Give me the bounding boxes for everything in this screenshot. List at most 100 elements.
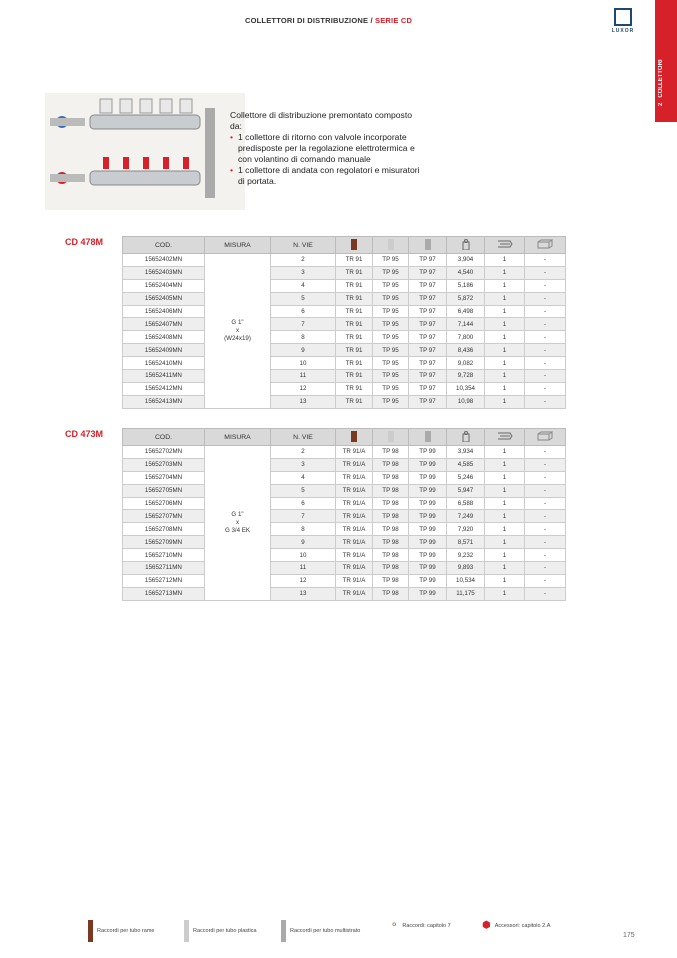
cell: 4,585 [446, 457, 485, 472]
cell: TP 98 [372, 457, 409, 472]
product-table: COD. MISURA N. VIE 15652402MN G 1" x (W24x19) 2… [122, 236, 566, 409]
cell: TP 99 [408, 561, 447, 575]
cell: 2 [270, 445, 336, 459]
cell: 1 [484, 343, 525, 358]
cell: TR 91/A [335, 586, 373, 601]
legend-multilayer: Raccordi per tubo multistrato [281, 920, 360, 942]
cell: TR 91/A [335, 483, 373, 498]
cell: 5,246 [446, 470, 485, 485]
cell: - [524, 253, 566, 267]
copper-fitting-icon [335, 236, 373, 254]
cell: - [524, 265, 566, 280]
product-code: 15652411MN [122, 369, 205, 383]
cell: - [524, 573, 566, 588]
cell: 4 [270, 278, 336, 293]
multilayer-fitting-icon [408, 428, 447, 446]
cell: 10 [270, 548, 336, 563]
cell: TP 95 [372, 356, 409, 371]
cell: 6,498 [446, 304, 485, 319]
cell: 7,800 [446, 330, 485, 345]
cell: TP 98 [372, 535, 409, 550]
table-row: 15652402MN G 1" x (W24x19) 2 TR 91 TP 95 TP 97 3… [122, 253, 566, 409]
rings-icon: ⚬ [390, 920, 399, 931]
product-code: 15652702MN [122, 445, 205, 459]
chapter-tab[interactable]: 2 COLLETTORI [655, 0, 677, 122]
cell: 1 [484, 535, 525, 550]
cell: 1 [484, 470, 525, 485]
table-row: 15652404MN 4 TR 91 TP 95 TP 97 5,186 1- [122, 278, 566, 293]
product-code: 15652412MN [122, 381, 205, 396]
table-row: 15652409MN 9 TR 91 TP 95 TP 97 8,436 1- [122, 343, 566, 358]
misura-line: G 1" [231, 510, 244, 518]
cell: - [524, 304, 566, 319]
cell: 9 [270, 343, 336, 358]
cell: TP 99 [408, 586, 447, 601]
cell: 1 [484, 304, 525, 319]
product-code: 15652705MN [122, 483, 205, 498]
cell: TP 97 [408, 317, 447, 332]
cell: 9 [270, 535, 336, 550]
cell: 10,534 [446, 573, 485, 588]
cell: 12 [270, 381, 336, 396]
cell: TR 91 [335, 369, 373, 383]
carton-icon [524, 428, 566, 446]
table-row: 15652713MN 13 TR 91/A TP 98 TP 99 11,175 1- [122, 586, 566, 601]
table-row: 15652411MN 11 TR 91 TP 95 TP 97 9,728 1- [122, 369, 566, 383]
cell: TR 91 [335, 343, 373, 358]
page-header: COLLETTORI DI DISTRIBUZIONE / SERIE CD [245, 16, 412, 25]
cell: TR 91/A [335, 496, 373, 511]
misura-cell: G 1" x (W24x19) [204, 253, 271, 409]
cell: TR 91 [335, 278, 373, 293]
cell: 4 [270, 470, 336, 485]
cell: TP 98 [372, 548, 409, 563]
cell: 3 [270, 265, 336, 280]
cell: TP 95 [372, 265, 409, 280]
cell: TP 97 [408, 330, 447, 345]
product-photo [45, 93, 245, 210]
table-row: 15652407MN 7 TR 91 TP 95 TP 97 7,144 1- [122, 317, 566, 332]
misura-line: x [235, 518, 240, 526]
cell: 1 [484, 483, 525, 498]
cell: 8 [270, 522, 336, 537]
cell: - [524, 343, 566, 358]
cell: TR 91 [335, 304, 373, 319]
product-code: 15652707MN [122, 509, 205, 524]
cell: TP 97 [408, 265, 447, 280]
cell: TP 98 [372, 586, 409, 601]
cell: - [524, 278, 566, 293]
table-row: 15652408MN 8 TR 91 TP 95 TP 97 7,800 1- [122, 330, 566, 345]
cell: 2 [270, 253, 336, 267]
cell: 1 [484, 548, 525, 563]
cell: 7,920 [446, 522, 485, 537]
table-row: 15652406MN 6 TR 91 TP 95 TP 97 6,498 1- [122, 304, 566, 319]
cell: 9,728 [446, 369, 485, 383]
cell: - [524, 496, 566, 511]
cell: 8,436 [446, 343, 485, 358]
cell: TP 97 [408, 381, 447, 396]
cell: 1 [484, 356, 525, 371]
cell: TR 91/A [335, 509, 373, 524]
cell: 1 [484, 457, 525, 472]
cell: 8,571 [446, 535, 485, 550]
plastic-fitting-icon [372, 236, 409, 254]
table-row: 15652710MN 10 TR 91/A TP 98 TP 99 9,232 1- [122, 548, 566, 563]
section-title: CD 473M [65, 429, 104, 439]
description-intro: Collettore di distribuzione premontato c… [230, 110, 412, 131]
cell: - [524, 394, 566, 409]
legend-copper: Raccordi per tubo rame [88, 920, 154, 942]
cell: TR 91/A [335, 548, 373, 563]
misura-line: G 1" [231, 318, 244, 326]
cell: - [524, 509, 566, 524]
cell: TR 91 [335, 394, 373, 409]
column-header: MISURA [204, 236, 271, 254]
cell: 10,98 [446, 394, 485, 409]
cell: - [524, 369, 566, 383]
cell: TP 97 [408, 291, 447, 306]
product-code: 15652712MN [122, 573, 205, 588]
misura-line: (W24x19) [224, 334, 251, 342]
header-series: SERIE CD [375, 16, 413, 25]
product-description: Collettore di distribuzione premontato c… [230, 110, 420, 187]
product-code: 15652409MN [122, 343, 205, 358]
cell: - [524, 483, 566, 498]
copper-fitting-icon [88, 920, 93, 942]
